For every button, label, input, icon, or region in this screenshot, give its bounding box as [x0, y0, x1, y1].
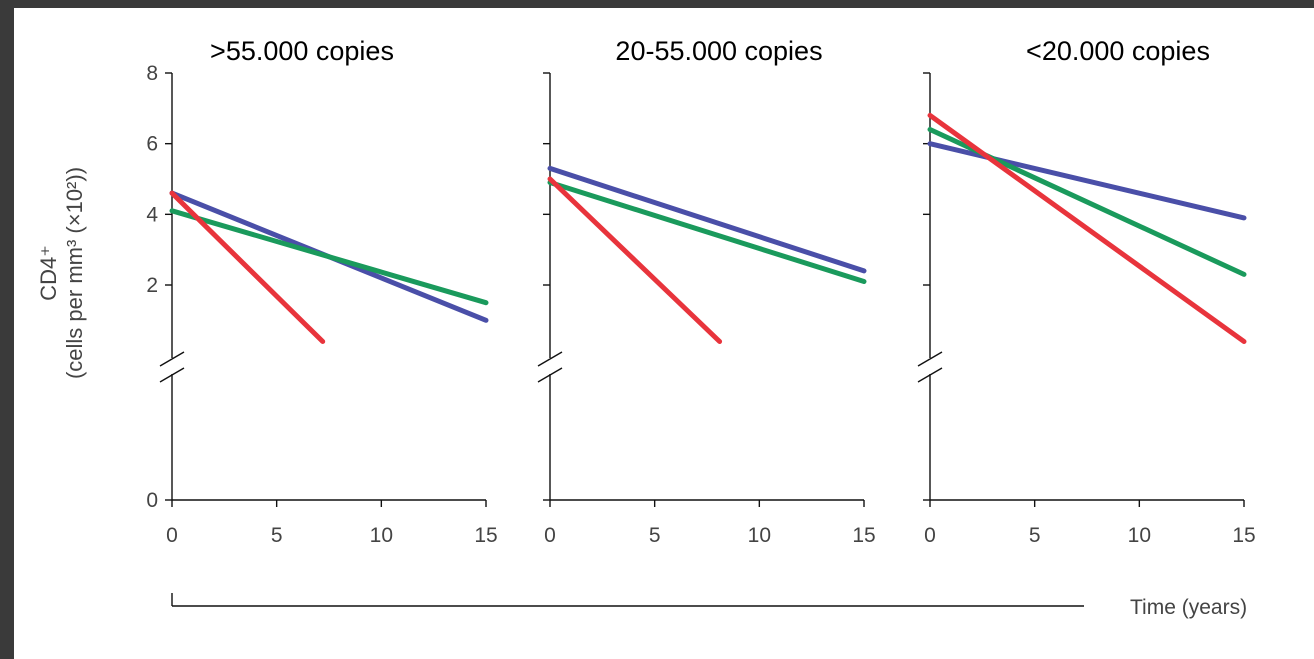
- panel-title: 20-55.000 copies: [615, 36, 822, 66]
- panel-title: >55.000 copies: [210, 36, 394, 66]
- x-axis-label: Time (years): [1130, 596, 1247, 619]
- axis-break-mark: [159, 351, 185, 367]
- y-axis-label-line1: CD4⁺: [36, 245, 61, 301]
- series-line-blue: [547, 165, 867, 274]
- y-axis-label-group: CD4⁺ (cells per mm³ (×10²)): [36, 167, 87, 379]
- x-tick-label: 5: [271, 524, 283, 547]
- x-tick-label: 10: [1128, 524, 1151, 547]
- y-tick-label: 0: [146, 489, 158, 512]
- axis-break-mark: [537, 351, 563, 367]
- x-tick-label: 0: [544, 524, 556, 547]
- chart-svg: CD4⁺ (cells per mm³ (×10²)) >55.000 copi…: [36, 36, 1256, 619]
- x-tick-label: 15: [474, 524, 497, 547]
- series-line-red: [547, 176, 723, 344]
- y-tick-label: 4: [146, 203, 158, 226]
- y-tick-label: 8: [146, 62, 158, 85]
- panel-1: >55.000 copies 0 2 4 6 8 0 5 10 15: [146, 36, 497, 547]
- panel-2: 20-55.000 copies 0 5 10 15: [537, 36, 876, 547]
- series-line-red: [169, 190, 326, 344]
- chart-canvas: CD4⁺ (cells per mm³ (×10²)) >55.000 copi…: [14, 8, 1314, 659]
- series-line-green: [547, 180, 867, 284]
- series-line-green: [169, 208, 489, 306]
- x-tick-label: 15: [852, 524, 875, 547]
- series-line-red: [927, 112, 1247, 344]
- axis-break-mark: [917, 351, 943, 367]
- x-tick-label: 0: [924, 524, 936, 547]
- x-tick-label: 0: [166, 524, 178, 547]
- y-tick-label: 2: [146, 274, 158, 297]
- x-tick-label: 5: [1029, 524, 1041, 547]
- x-tick-label: 10: [370, 524, 393, 547]
- series-line-blue: [927, 141, 1247, 221]
- x-tick-label: 5: [649, 524, 661, 547]
- panel-3: <20.000 copies 0 5 10 15: [917, 36, 1256, 547]
- y-axis-label-line2: (cells per mm³ (×10²)): [62, 167, 87, 379]
- x-tick-label: 10: [748, 524, 771, 547]
- y-tick-label: 6: [146, 133, 158, 156]
- x-tick-label: 15: [1232, 524, 1255, 547]
- panel-title: <20.000 copies: [1026, 36, 1210, 66]
